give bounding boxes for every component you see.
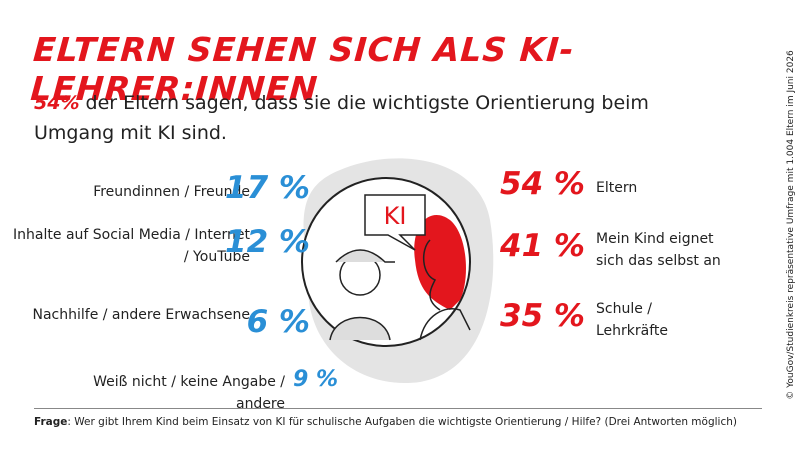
subtitle: 54% der Eltern sagen, dass sie die wicht… <box>34 88 694 148</box>
woman-body <box>419 308 471 341</box>
rule <box>34 408 762 409</box>
item-label: Schule / Lehrkräfte <box>596 301 669 339</box>
footer-text: : Wer gibt Ihrem Kind beim Einsatz von K… <box>67 416 737 428</box>
item-percent: 6 % <box>246 304 310 340</box>
illustration: KI <box>301 158 494 384</box>
item-percent: 9 % <box>292 367 338 392</box>
cap <box>335 249 395 263</box>
item-percent: 17 % <box>225 170 310 206</box>
item-percent: 41 % <box>500 228 585 264</box>
boy-body <box>329 316 391 341</box>
subtitle-highlight: 54% <box>34 92 80 114</box>
speech-bubble <box>364 194 426 251</box>
subtitle-text: der Eltern sagen, dass sie die wichtigst… <box>34 92 649 144</box>
item-label: Inhalte auf Social Media / Internet / Yo… <box>13 227 250 265</box>
item-percent: 35 % <box>500 298 585 334</box>
footer-label: Frage <box>34 416 68 428</box>
item-percent: 12 % <box>225 224 310 260</box>
source: © YouGov/Studienkreis repräsentative Umf… <box>786 50 796 400</box>
item-label: Eltern <box>596 180 638 196</box>
hair <box>414 214 466 310</box>
item-label: Freundinnen / Freunde <box>93 184 250 200</box>
bubble-text: KI <box>384 202 407 230</box>
item-label: Mein Kind eignet sich das selbst an <box>596 231 721 269</box>
item-percent: 54 % <box>500 166 585 202</box>
footer: Frage: Wer gibt Ihrem Kind beim Einsatz … <box>34 416 737 428</box>
item-label: Nachhilfe / andere Erwachsene <box>32 307 251 323</box>
woman-face <box>423 239 441 311</box>
